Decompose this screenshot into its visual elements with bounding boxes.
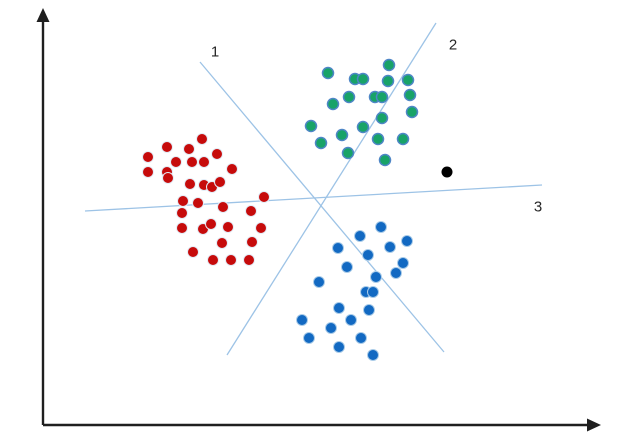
- red-cluster-point: [192, 197, 204, 209]
- blue-cluster-point: [401, 235, 413, 247]
- blue-cluster-point: [354, 230, 366, 242]
- blue-cluster-point: [367, 349, 379, 361]
- line-label-3: 3: [534, 199, 542, 216]
- blue-cluster-point: [333, 341, 345, 353]
- blue-cluster-point: [333, 302, 345, 314]
- red-cluster-point: [207, 254, 219, 266]
- blue-cluster-point: [345, 314, 357, 326]
- red-cluster-point: [226, 163, 238, 175]
- green-cluster-point: [321, 66, 335, 80]
- separator-lines: [84, 22, 543, 356]
- green-cluster-point: [326, 97, 340, 111]
- green-cluster-point: [375, 90, 389, 104]
- line-label-1: 1: [211, 44, 219, 61]
- green-cluster-point: [304, 119, 318, 133]
- blue-cluster-point: [303, 332, 315, 344]
- red-cluster-point: [222, 221, 234, 233]
- green-cluster-point: [335, 128, 349, 142]
- blue-cluster-point: [375, 221, 387, 233]
- green-cluster-point: [375, 111, 389, 125]
- red-cluster-point: [177, 195, 189, 207]
- red-cluster-point: [217, 201, 229, 213]
- blue-cluster-point: [363, 304, 375, 316]
- blue-cluster-point: [332, 242, 344, 254]
- green-cluster-point: [356, 72, 370, 86]
- red-cluster-point: [214, 176, 226, 188]
- green-cluster-point: [356, 120, 370, 134]
- green-cluster-point: [405, 105, 419, 119]
- red-cluster-point: [187, 246, 199, 258]
- red-cluster-point: [246, 236, 258, 248]
- red-cluster-point: [205, 218, 217, 230]
- green-cluster-point: [314, 136, 328, 150]
- green-cluster-point: [382, 58, 396, 72]
- red-cluster-point: [161, 141, 173, 153]
- red-cluster-point: [184, 178, 196, 190]
- red-cluster-point: [243, 254, 255, 266]
- green-cluster-point: [403, 88, 417, 102]
- black-point-point: [441, 166, 453, 178]
- red-cluster-point: [176, 222, 188, 234]
- separator-line-2: [226, 22, 437, 356]
- blue-cluster-point: [370, 271, 382, 283]
- blue-cluster-point: [367, 286, 379, 298]
- red-cluster-point: [225, 254, 237, 266]
- red-cluster-point: [142, 166, 154, 178]
- blue-cluster-point: [355, 332, 367, 344]
- red-cluster-point: [255, 222, 267, 234]
- red-cluster-point: [196, 133, 208, 145]
- x-axis-arrowhead-icon: [587, 418, 601, 432]
- green-cluster-point: [396, 132, 410, 146]
- blue-cluster-point: [390, 267, 402, 279]
- red-cluster-point: [183, 143, 195, 155]
- red-cluster-point: [216, 237, 228, 249]
- green-cluster-point: [342, 90, 356, 104]
- separator-line-1: [199, 61, 445, 353]
- red-cluster-point: [186, 156, 198, 168]
- blue-cluster-point: [397, 257, 409, 269]
- red-cluster-point: [211, 148, 223, 160]
- blue-cluster-point: [325, 322, 337, 334]
- axes: [36, 8, 601, 432]
- green-cluster-point: [378, 153, 392, 167]
- red-cluster-point: [162, 172, 174, 184]
- red-cluster-point: [142, 151, 154, 163]
- green-cluster-point: [381, 74, 395, 88]
- red-cluster-point: [258, 191, 270, 203]
- blue-cluster-point: [384, 241, 396, 253]
- green-cluster-point: [401, 73, 415, 87]
- blue-cluster-point: [313, 276, 325, 288]
- red-cluster-point: [170, 156, 182, 168]
- blue-cluster-point: [341, 261, 353, 273]
- green-cluster-point: [371, 132, 385, 146]
- green-cluster-point: [341, 146, 355, 160]
- red-cluster-point: [245, 205, 257, 217]
- line-labels: 1 2 3: [211, 37, 542, 216]
- red-cluster-point: [176, 207, 188, 219]
- data-points: [142, 58, 453, 361]
- y-axis-arrowhead-icon: [36, 8, 50, 22]
- blue-cluster-point: [296, 314, 308, 326]
- separator-line-3: [84, 184, 543, 212]
- line-label-2: 2: [449, 37, 457, 54]
- blue-cluster-point: [362, 249, 374, 261]
- red-cluster-point: [198, 156, 210, 168]
